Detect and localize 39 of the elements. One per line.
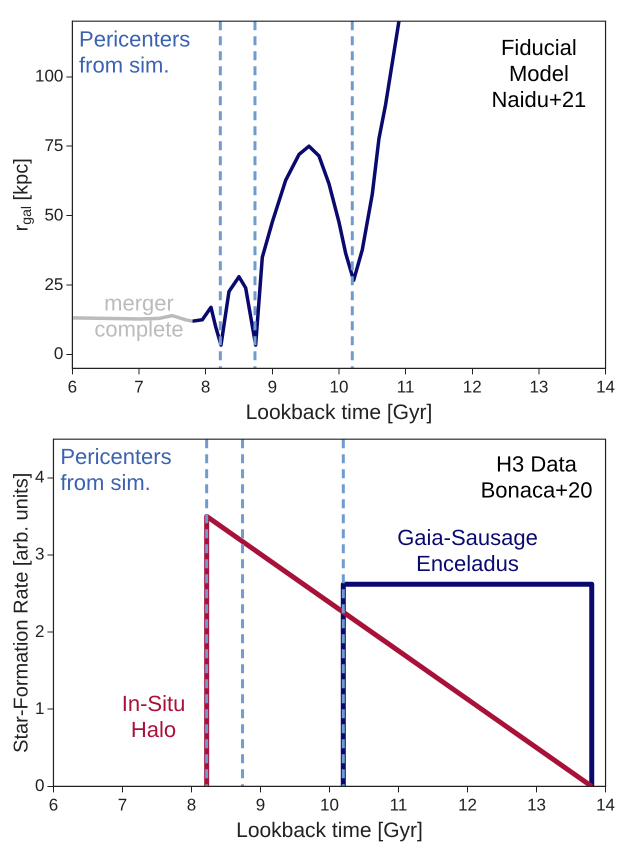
annotation: Fiducial Model Naidu+21 [491, 34, 586, 112]
annotation: H3 Data Bonaca+20 [480, 452, 593, 503]
annotation: Pericenters from sim. [79, 26, 190, 78]
y-axis-title: rgal [kpc] [10, 158, 34, 232]
annotation: Pericenters from sim. [60, 444, 172, 495]
series-label: In-Situ Halo [122, 690, 186, 742]
x-tick-label: 7 [118, 795, 128, 814]
y-tick-label: 0 [54, 344, 64, 364]
x-axis-title: Lookback time [Gyr] [236, 819, 423, 842]
x-tick-label: 6 [48, 795, 58, 814]
x-tick-label: 9 [256, 795, 266, 814]
x-tick-label: 13 [527, 795, 546, 814]
x-tick-label: 11 [396, 377, 414, 396]
x-tick-label: 10 [329, 377, 348, 396]
y-tick-label: 100 [34, 66, 64, 86]
x-tick-label: 12 [462, 377, 482, 396]
y-tick-label: 50 [44, 205, 64, 224]
x-tick-label: 8 [200, 377, 210, 396]
y-tick-label: 4 [34, 467, 44, 486]
x-tick-label: 14 [596, 377, 616, 396]
x-tick-label: 10 [320, 795, 339, 814]
series-label: merger complete [94, 290, 184, 342]
y-tick-label: 75 [44, 136, 64, 155]
y-axis-title: Star-Formation Rate [arb. units] [10, 472, 33, 753]
x-tick-label: 7 [134, 377, 144, 396]
x-tick-label: 11 [390, 795, 408, 814]
x-tick-label: 8 [186, 795, 196, 814]
x-tick-label: 6 [68, 377, 78, 396]
x-tick-label: 14 [596, 795, 616, 814]
y-tick-label: 2 [34, 622, 44, 641]
x-axis-title: Lookback time [Gyr] [246, 401, 432, 424]
x-tick-label: 13 [529, 377, 548, 396]
y-tick-label: 0 [34, 776, 44, 796]
y-tick-label: 1 [34, 698, 44, 718]
y-tick-label: 3 [34, 544, 44, 564]
y-tick-label: 25 [44, 274, 64, 294]
x-tick-label: 12 [458, 795, 477, 814]
x-tick-label: 9 [268, 377, 278, 396]
series-label: Gaia-Sausage Enceladus [397, 524, 538, 576]
